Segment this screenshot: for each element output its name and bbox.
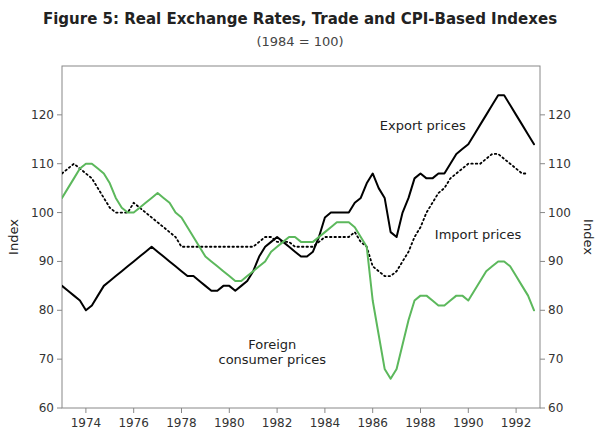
chart: Figure 5: Real Exchange Rates, Trade and… <box>0 0 600 448</box>
y2-tick-label: 100 <box>548 206 571 220</box>
page: {"chart_data": { "type": "line", "title"… <box>0 0 600 448</box>
x-tick-label: 1980 <box>214 416 245 430</box>
annotation-line: Import prices <box>435 227 522 242</box>
y-tick <box>57 261 62 262</box>
x-tick <box>372 408 373 413</box>
x-tick <box>468 408 469 413</box>
y-tick <box>57 114 62 115</box>
series-line <box>62 164 534 379</box>
x-tick-label: 1992 <box>501 416 532 430</box>
y-tick-label: 90 <box>39 254 54 268</box>
x-tick-label: 1976 <box>118 416 149 430</box>
y2-tick-label: 90 <box>548 254 563 268</box>
x-tick <box>516 408 517 413</box>
y2-tick-label: 70 <box>548 352 563 366</box>
y-tick-label: 60 <box>39 401 54 415</box>
y-tick <box>57 163 62 164</box>
x-tick <box>181 408 182 413</box>
y-tick <box>57 310 62 311</box>
x-tick-label: 1984 <box>310 416 341 430</box>
y2-tick <box>540 163 545 164</box>
annotation-line: consumer prices <box>219 352 327 367</box>
x-tick-label: 1974 <box>71 416 102 430</box>
y2-tick <box>540 408 545 409</box>
annotation: Export prices <box>380 118 466 133</box>
y2-tick-label: 80 <box>548 303 563 317</box>
series-line <box>62 154 528 276</box>
annotations: Export prices Import prices Foreignconsume… <box>219 118 522 368</box>
x-tick-label: 1982 <box>262 416 293 430</box>
y-tick-label: 120 <box>31 108 54 122</box>
x-tick-label: 1988 <box>405 416 436 430</box>
x-tick <box>229 408 230 413</box>
x-tick <box>277 408 278 413</box>
x-tick-label: 1986 <box>357 416 388 430</box>
y2-tick-label: 110 <box>548 157 571 171</box>
y-axis: 60 70 80 90 100 110 120 Index <box>6 108 62 415</box>
y2-axis-label: Index <box>581 219 596 255</box>
y2-tick-label: 120 <box>548 108 571 122</box>
y2-axis: 60 70 80 90 100 110 120 Index <box>540 108 596 415</box>
subtitle: (1984 = 100) <box>256 34 343 49</box>
x-axis: 1974 1976 1978 1980 1982 1984 1986 1988 1990 1992 <box>71 408 532 430</box>
y2-tick <box>540 261 545 262</box>
plot-frame <box>62 66 540 408</box>
y2-tick <box>540 310 545 311</box>
y-tick-label: 80 <box>39 303 54 317</box>
annotation: Foreignconsumer prices <box>219 337 327 367</box>
x-tick <box>420 408 421 413</box>
x-tick <box>324 408 325 413</box>
series-lines <box>62 95 534 378</box>
y2-tick <box>540 212 545 213</box>
x-tick <box>133 408 134 413</box>
series-line <box>62 95 534 310</box>
annotation-line: Export prices <box>380 118 466 133</box>
x-tick <box>85 408 86 413</box>
y2-tick-label: 60 <box>548 401 563 415</box>
y-tick <box>57 212 62 213</box>
y-tick-label: 70 <box>39 352 54 366</box>
y-tick-label: 110 <box>31 157 54 171</box>
y2-tick <box>540 114 545 115</box>
y-axis-label: Index <box>6 219 21 255</box>
x-tick-label: 1990 <box>453 416 484 430</box>
y2-tick <box>540 359 545 360</box>
title: Figure 5: Real Exchange Rates, Trade and… <box>43 10 557 28</box>
annotation-line: Foreign <box>248 337 296 352</box>
annotation: Import prices <box>435 227 522 242</box>
x-tick-label: 1978 <box>166 416 197 430</box>
y-tick <box>57 359 62 360</box>
y-tick <box>57 408 62 409</box>
y-tick-label: 100 <box>31 206 54 220</box>
